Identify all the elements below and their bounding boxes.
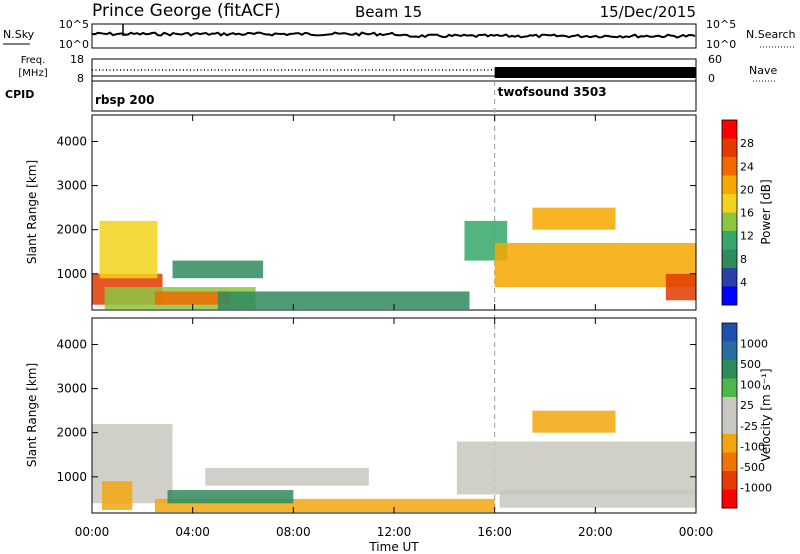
cpid-program-twofsound: twofsound 3503 [498,85,607,99]
power-colorbar-label: Power [dB] [759,179,773,244]
velocity-panel: 1000 2000 3000 4000 Slant Range [km] 1000 50… [25,317,773,514]
time-tick-label: 00:00 [75,525,110,539]
noise-panel: N.Sky 10^5 10^0 10^5 10^0 N.Search [3,18,796,51]
time-tick-label: 12:00 [377,525,412,539]
velocity-colorbar-tick: 100 [740,379,761,392]
noise-trace [91,31,696,39]
freq-left-tick-top: 18 [70,53,84,66]
power-colorbar-swatch [722,194,737,213]
velocity-colorbar-label: Velocity [m s⁻¹] [759,368,773,461]
nave-label: Nave [749,64,777,77]
power-colorbar-swatch [722,138,737,158]
velocity-colorbar-swatch [722,452,737,472]
time-axis: 00:00 04:00 08:00 12:00 16:00 20:00 00:00 [75,115,714,539]
power-colorbar-tick: 4 [740,276,747,289]
power-colorbar-swatch [722,157,737,176]
power-colorbar-tick: 12 [740,230,754,243]
power-colorbar-swatch [722,231,737,250]
freq-right-tick-top: 60 [708,53,722,66]
velocity-colorbar-tick: 500 [740,358,761,371]
cpid-label: CPID [5,88,34,101]
beam-title: Beam 15 [355,3,422,21]
cpid-program-rbsp: rbsp 200 [95,93,154,107]
freq-left-tick-bottom: 8 [77,72,84,85]
noise-left-label: N.Sky [3,28,35,41]
noise-left-tick-top: 10^5 [59,18,89,31]
noise-right-label: N.Search [746,28,796,41]
noise-left-tick-bottom: 10^0 [59,38,89,51]
velocity-ytick-label: 1000 [56,470,87,484]
time-tick-label: 20:00 [578,525,613,539]
velocity-colorbar-tick: -1000 [740,481,772,494]
power-ytick-label: 3000 [56,179,87,193]
velocity-echo-region [167,490,294,504]
velocity-echo-region [456,441,696,495]
noise-right-tick-bottom: 10^0 [706,38,736,51]
velocity-ytick-label: 2000 [56,426,87,440]
velocity-colorbar-swatch [722,471,737,490]
time-tick-label: 08:00 [276,525,311,539]
velocity-echo-region [205,468,369,486]
time-tick-label: 16:00 [477,525,512,539]
power-colorbar-tick: 16 [740,207,754,220]
time-tick-label: 00:00 [679,525,714,539]
velocity-colorbar-tick: 1000 [740,338,768,351]
power-colorbar-swatch [722,212,737,232]
power-echo-region [154,291,231,305]
power-panel: 1000 2000 3000 4000 Slant Range [km] 4 8 12 16… [25,114,773,311]
power-colorbar-swatch [722,249,737,269]
power-ylabel: Slant Range [km] [25,160,39,264]
power-colorbar-tick: 8 [740,253,747,266]
power-colorbar-tick: 24 [740,160,754,173]
power-ytick-label: 2000 [56,223,87,237]
power-colorbar-tick: 20 [740,183,754,196]
velocity-echo-region [499,490,696,508]
frequency-dense-block [494,67,696,78]
cpid-panel: CPID rbsp 200 twofsound 3503 [5,80,697,112]
power-ytick-label: 4000 [56,134,87,148]
power-echo-region [217,291,470,310]
velocity-colorbar-swatch [722,341,737,361]
velocity-colorbar-swatch [722,378,737,398]
freq-right-tick-bottom: 0 [708,72,715,85]
velocity-ylabel: Slant Range [km] [25,363,39,467]
velocity-colorbar-swatch [722,489,737,509]
power-echo-region [99,220,158,279]
power-colorbar-swatch [722,120,737,139]
velocity-colorbar-swatch [722,323,737,342]
velocity-colorbar-swatch [722,397,737,416]
power-colorbar-tick: 28 [740,137,754,150]
time-axis-label: Time UT [368,540,419,554]
velocity-colorbar-tick: -500 [740,461,765,474]
power-colorbar-swatch [722,175,737,195]
power-echo-region [665,273,696,301]
noise-right-tick-top: 10^5 [706,18,736,31]
velocity-echo-region [102,481,133,510]
velocity-colorbar-swatch [722,415,737,435]
power-echo-region [172,260,264,279]
velocity-colorbar-tick: -100 [740,440,765,453]
freq-label-line1: Freq. [21,55,46,66]
velocity-ytick-label: 3000 [56,382,87,396]
station-title: Prince George (fitACF) [92,1,281,21]
frequency-panel: Freq. [MHz] 18 8 60 0 Nave [18,53,777,85]
date-title: 15/Dec/2015 [600,3,696,21]
velocity-colorbar-tick: -25 [740,420,758,433]
power-ytick-label: 1000 [56,267,87,281]
velocity-colorbar-swatch [722,360,737,379]
power-colorbar-swatch [722,268,737,287]
power-echo-region [532,207,616,230]
power-colorbar-swatch [722,286,737,306]
time-tick-label: 04:00 [175,525,210,539]
velocity-colorbar-tick: 25 [740,399,754,412]
power-echo-region [494,242,696,288]
freq-label-line2: [MHz] [18,68,47,79]
velocity-colorbar-swatch [722,434,737,453]
velocity-ytick-label: 4000 [56,337,87,351]
velocity-echo-region [532,410,616,433]
